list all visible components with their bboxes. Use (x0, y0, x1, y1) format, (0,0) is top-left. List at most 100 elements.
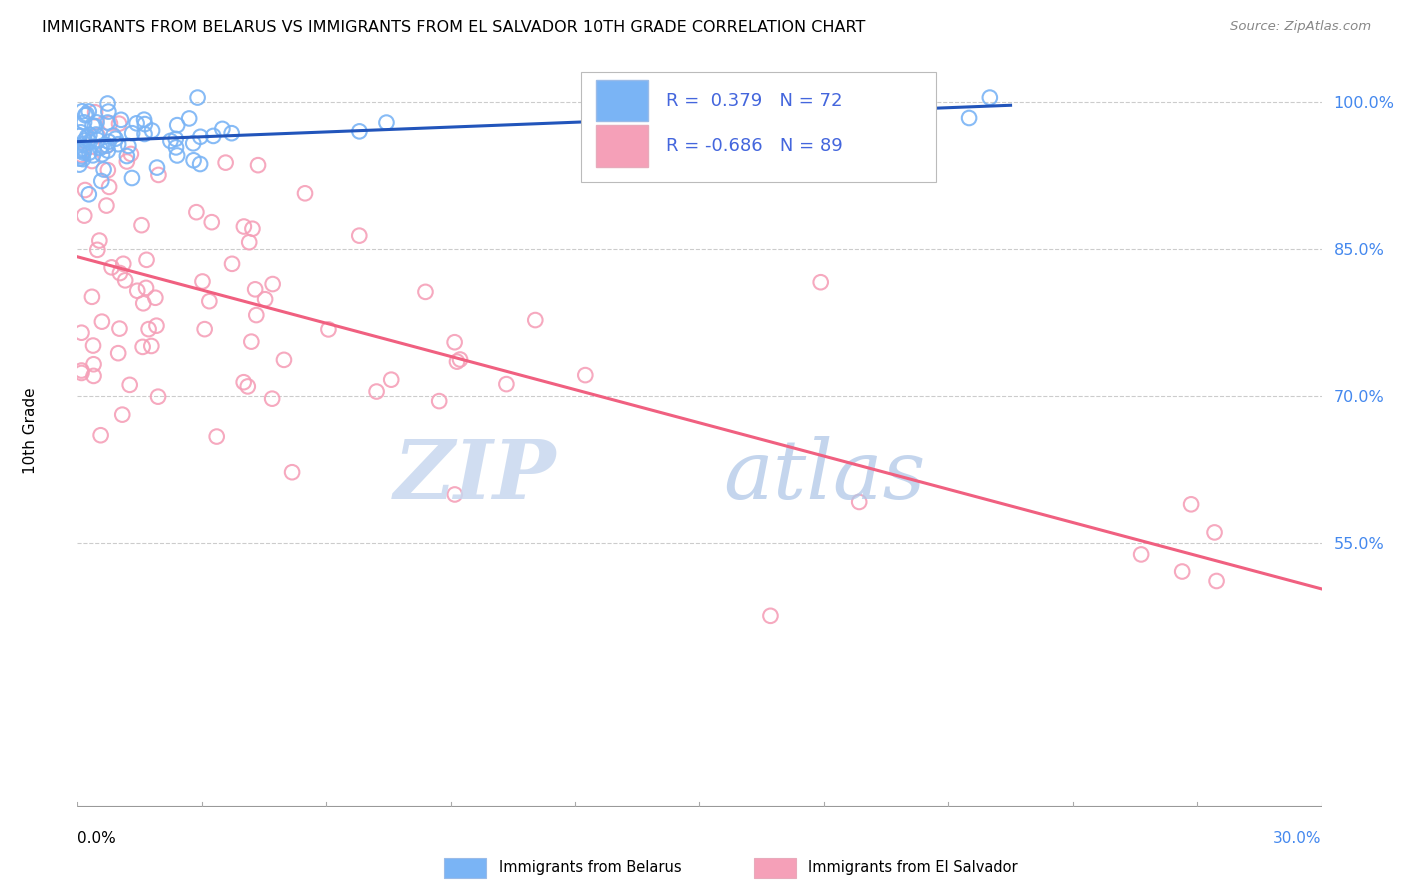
Point (187, 90, 209, 104)
Point (107, 346, 129, 360)
Point (86, 133, 108, 147)
Point (165, 132, 187, 146)
Point (69, 152, 91, 166)
Point (135, 252, 157, 267)
Point (979, 90, 1001, 104)
Point (134, 117, 156, 131)
Point (146, 161, 169, 175)
Point (70, 148, 93, 162)
Point (82, 148, 104, 162)
Point (73, 133, 96, 147)
Point (415, 285, 437, 299)
Point (89, 234, 111, 248)
Point (110, 112, 132, 127)
Point (375, 115, 398, 129)
Text: 10th Grade: 10th Grade (22, 387, 38, 474)
Point (1205, 574, 1227, 588)
Point (108, 266, 131, 280)
Point (97, 163, 120, 178)
Point (121, 126, 143, 140)
Point (120, 147, 142, 161)
Point (242, 221, 264, 235)
Point (115, 149, 138, 163)
Point (159, 134, 181, 148)
Text: Immigrants from El Salvador: Immigrants from El Salvador (808, 860, 1018, 874)
Point (1204, 525, 1226, 540)
Point (84, 128, 107, 142)
Point (143, 291, 166, 305)
Point (121, 171, 143, 186)
Point (108, 117, 131, 131)
Point (135, 281, 157, 295)
Point (111, 408, 134, 422)
Point (97, 135, 120, 149)
Point (232, 219, 254, 234)
Point (90, 174, 112, 188)
Point (91, 147, 114, 161)
Point (262, 392, 284, 406)
Point (141, 339, 163, 353)
Point (1180, 497, 1202, 511)
Point (221, 126, 243, 140)
Point (232, 375, 254, 389)
Point (294, 186, 316, 201)
Point (98, 180, 121, 194)
Point (221, 257, 243, 271)
Point (443, 335, 465, 350)
Point (90, 315, 112, 329)
Point (89, 141, 111, 155)
Point (810, 275, 832, 289)
Point (243, 282, 266, 296)
Point (67, 158, 90, 172)
Text: R =  0.379   N = 72: R = 0.379 N = 72 (666, 92, 842, 110)
Point (86, 243, 108, 257)
Point (240, 334, 263, 349)
Point (86, 128, 108, 143)
Point (96, 138, 118, 153)
Point (166, 118, 188, 132)
Point (70, 326, 93, 340)
Point (166, 148, 188, 162)
Point (70, 363, 93, 377)
Point (366, 384, 388, 399)
Point (183, 153, 205, 168)
Point (254, 292, 277, 306)
Point (132, 296, 155, 310)
Point (262, 277, 284, 291)
Point (759, 608, 782, 623)
Point (427, 394, 450, 409)
Point (247, 158, 270, 172)
Point (198, 294, 221, 309)
Point (73, 136, 96, 151)
Point (146, 390, 169, 404)
Point (214, 155, 236, 169)
Point (202, 128, 225, 143)
Point (181, 136, 204, 151)
Point (73, 209, 96, 223)
Point (145, 318, 167, 333)
Point (97, 144, 120, 158)
Point (80, 154, 103, 169)
Point (97, 104, 120, 119)
Point (104, 132, 127, 146)
Point (446, 354, 468, 368)
Point (132, 112, 155, 127)
Point (82, 338, 104, 352)
Point (186, 205, 208, 219)
Point (115, 154, 138, 169)
Point (118, 377, 141, 392)
Point (82, 119, 104, 133)
Point (141, 123, 163, 137)
Point (112, 257, 135, 271)
Point (77, 187, 100, 202)
Point (138, 322, 160, 336)
Point (318, 322, 340, 336)
Point (1130, 548, 1153, 562)
Point (201, 215, 224, 229)
Point (97, 96, 120, 111)
Point (80, 290, 103, 304)
Point (245, 308, 267, 322)
Point (103, 128, 125, 143)
Point (67, 128, 90, 143)
Point (69, 125, 91, 139)
